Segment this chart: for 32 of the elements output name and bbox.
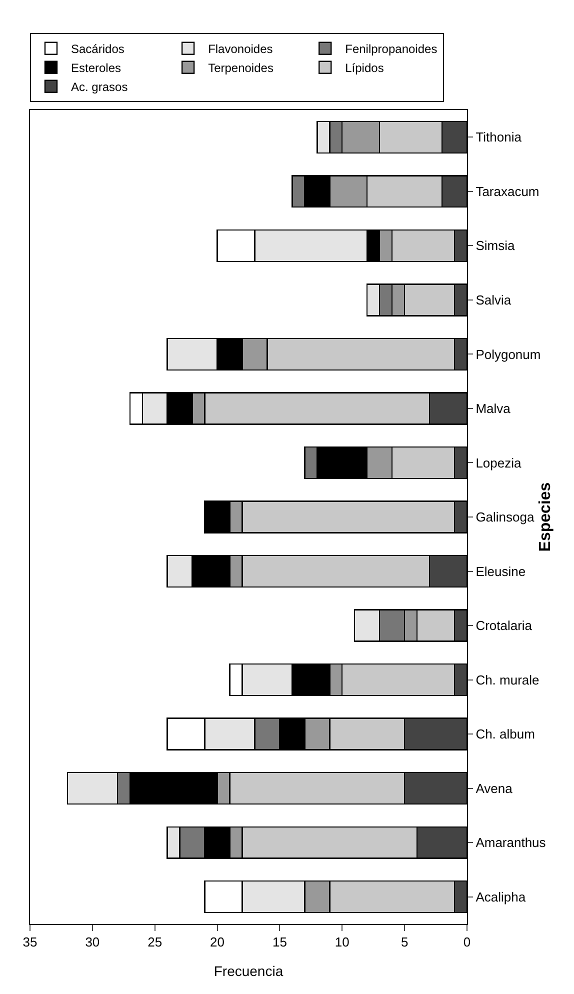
x-axis-title: Frecuencia (214, 963, 284, 980)
y-tick-label: Eleusine (476, 564, 526, 579)
y-tick-label: Ch. murale (476, 672, 540, 688)
y-tick-label: Ch. album (476, 726, 535, 742)
legend-label: Flavonoides (208, 42, 273, 56)
x-tick-label: 5 (400, 934, 408, 950)
legend-label: Ac. grasos (71, 80, 128, 94)
legend-label: Esteroles (71, 61, 122, 76)
legend-label: Lípidos (345, 61, 384, 76)
legend-label: Terpenoides (208, 61, 274, 76)
y-tick-label: Simsia (476, 238, 516, 254)
x-tick-label: 15 (272, 934, 287, 950)
x-tick-label: 10 (334, 934, 350, 950)
x-tick-label: 0 (463, 934, 471, 950)
y-tick-label: Malva (476, 401, 512, 416)
legend-label: Fenilpropanoides (345, 42, 438, 56)
y-tick-label: Galinsoga (476, 510, 536, 525)
x-tick-label: 35 (22, 934, 38, 950)
y-tick-label: Amaranthus (476, 835, 546, 850)
x-tick-label: 20 (210, 934, 225, 950)
y-axis-title: Especies (537, 482, 554, 552)
x-tick-label: 30 (85, 934, 100, 950)
legend-label: Sacáridos (71, 42, 124, 56)
y-tick-label: Acalipha (476, 889, 526, 904)
y-tick-label: Lopezia (476, 455, 522, 470)
x-tick-label: 25 (148, 934, 162, 950)
y-tick-label: Tithonia (476, 130, 522, 145)
y-tick-label: Taraxacum (476, 184, 540, 199)
y-tick-label: Polygonum (476, 346, 541, 362)
y-tick-label: Avena (476, 780, 514, 796)
y-tick-label: Salvia (476, 292, 512, 308)
y-tick-label: Crotalaria (476, 618, 533, 634)
